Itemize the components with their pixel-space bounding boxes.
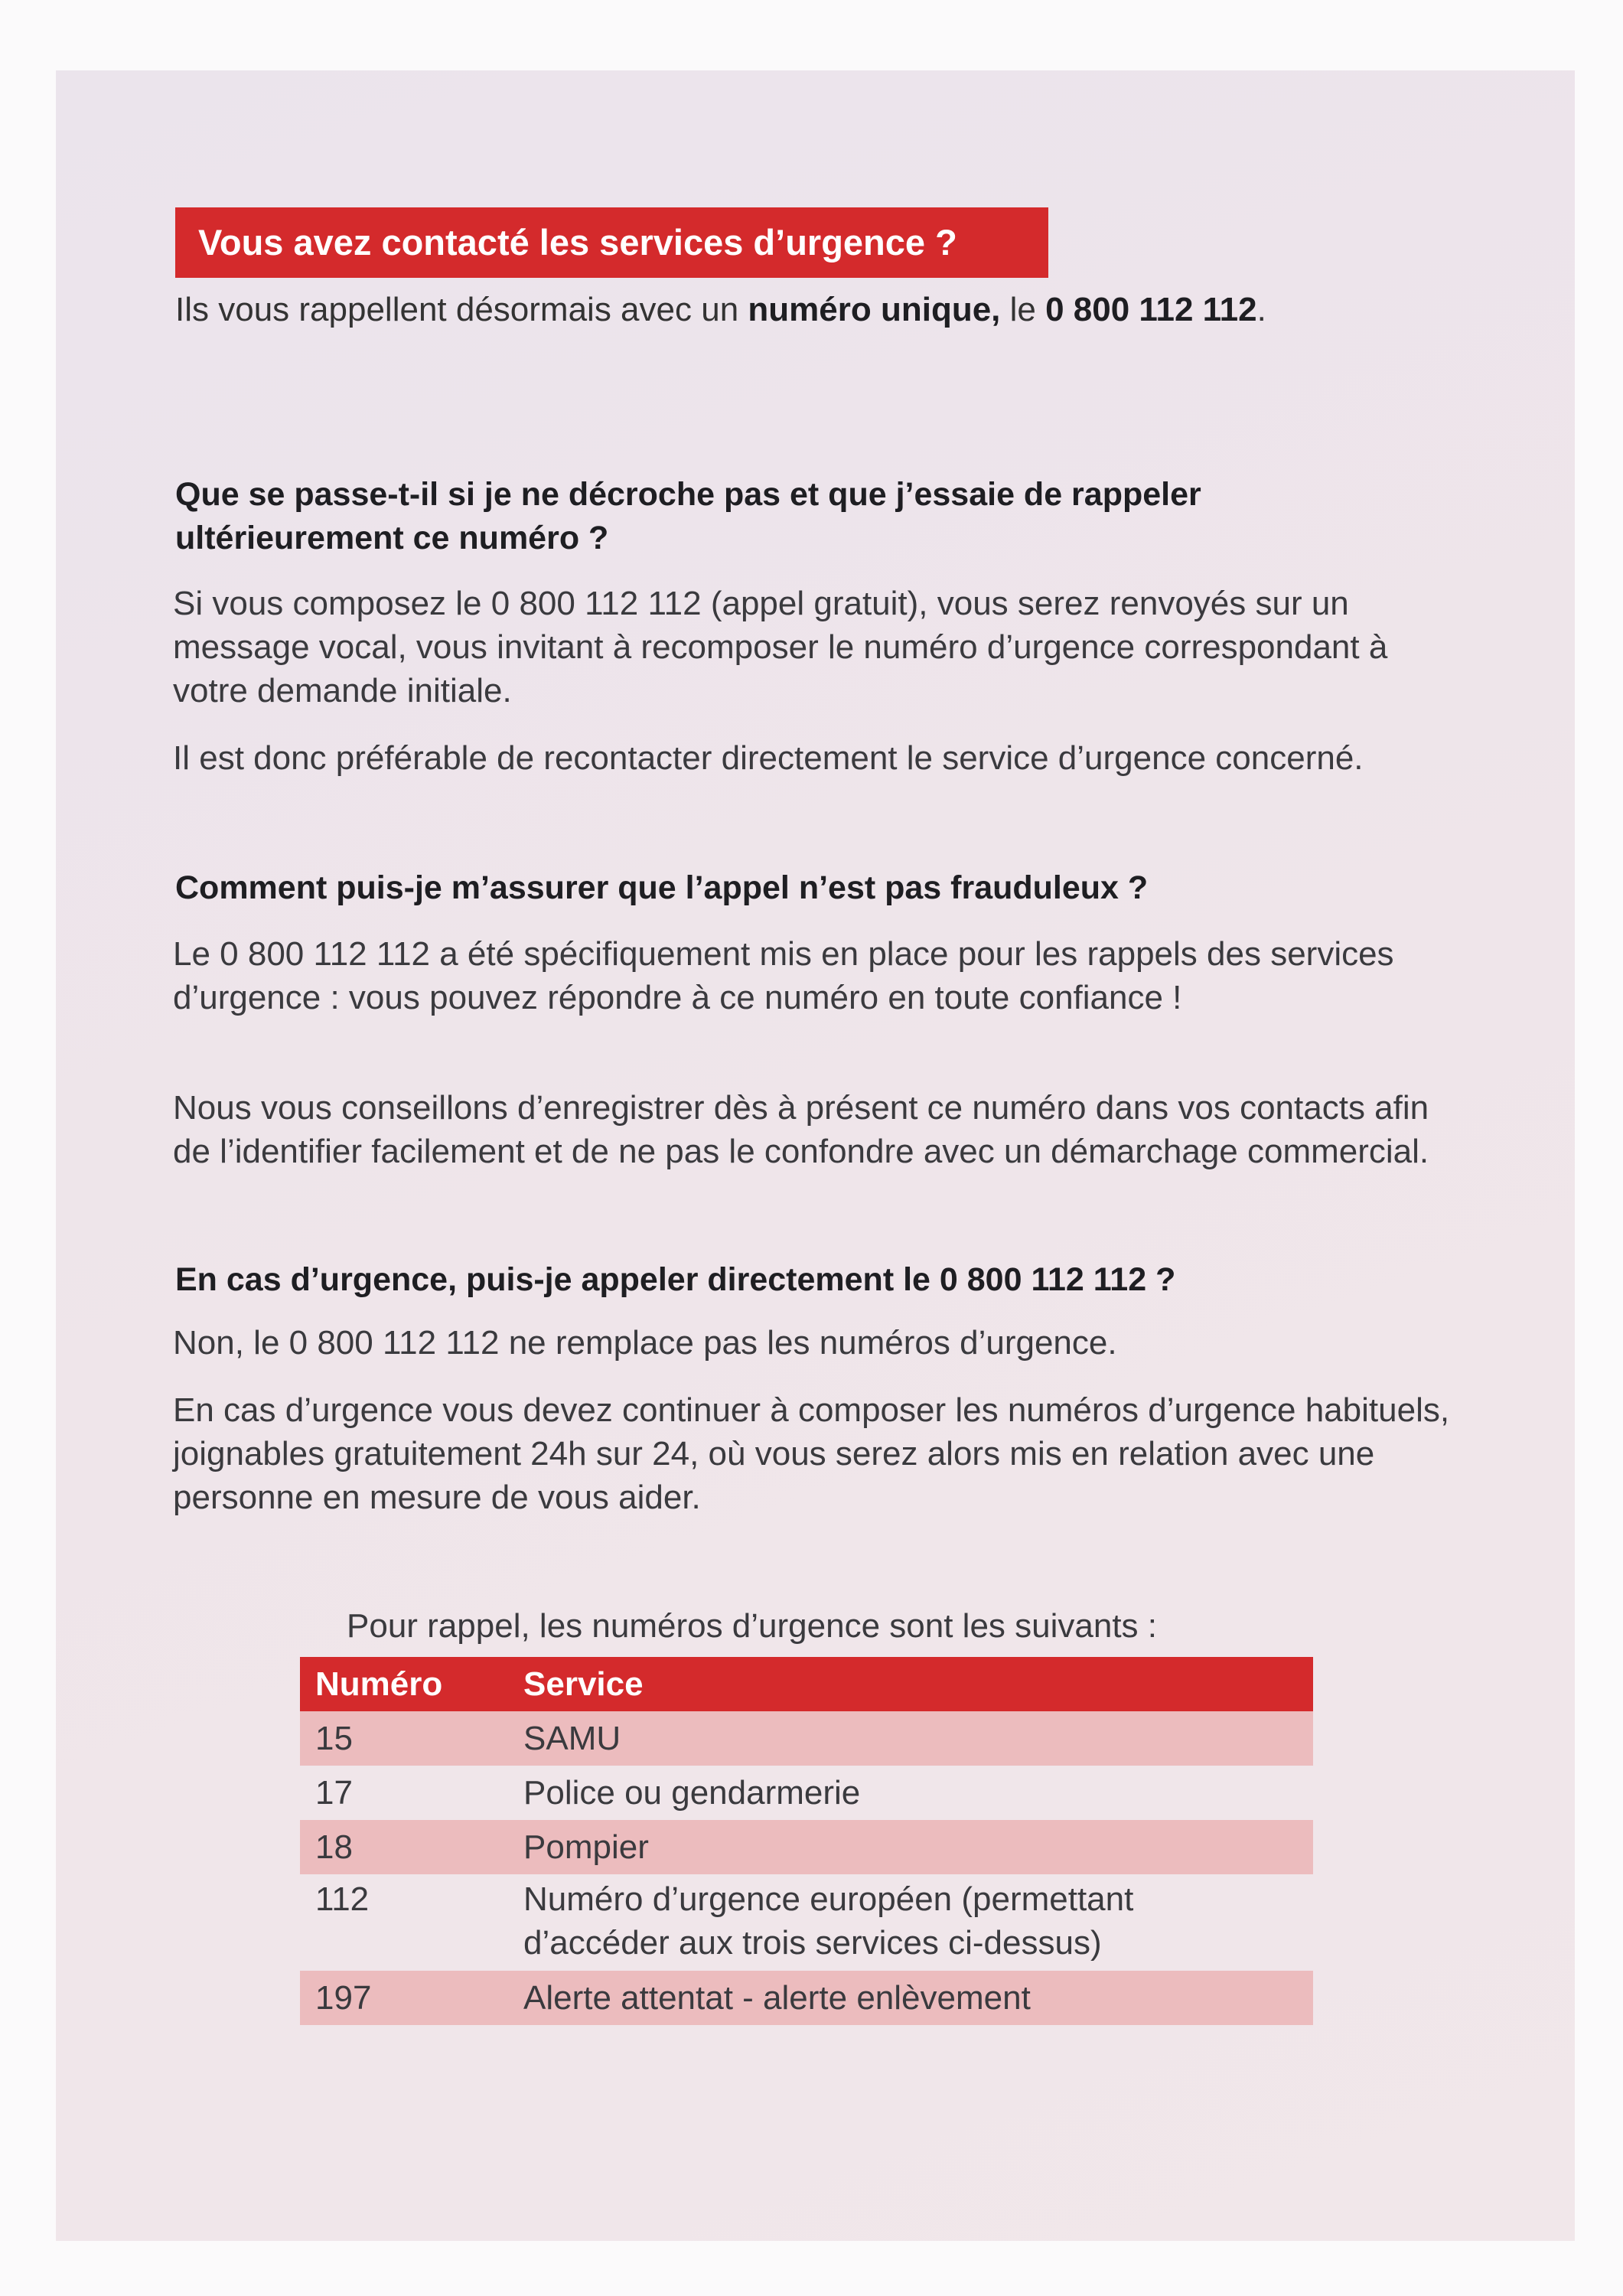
cell-number: 18 bbox=[300, 1820, 523, 1874]
cell-number: 17 bbox=[315, 1774, 353, 1812]
table-caption: Pour rappel, les numéros d’urgence sont … bbox=[347, 1607, 1158, 1645]
column-header-numero: Numéro bbox=[300, 1657, 523, 1711]
cell-number: 197 bbox=[300, 1971, 523, 2025]
table-header-row: Numéro Service bbox=[300, 1657, 1313, 1711]
section-banner-title: Vous avez contacté les services d’urgenc… bbox=[175, 207, 1048, 278]
question-heading: Que se passe-t-il si je ne décroche pas … bbox=[175, 476, 1201, 556]
cell-service: Alerte attentat - alerte enlèvement bbox=[523, 1971, 1313, 2025]
cell-service: Numéro d’urgence européen (permettant d’… bbox=[523, 1880, 1134, 1962]
intro-bold-unique: numéro unique, bbox=[748, 291, 1001, 328]
cell-service: Police ou gendarmerie bbox=[523, 1774, 861, 1812]
intro-middle: le bbox=[1000, 291, 1046, 328]
intro-prefix: Ils vous rappellent désormais avec un bbox=[175, 291, 748, 328]
emergency-numbers-table: Numéro Service 15 SAMU 17 Police ou gend… bbox=[300, 1657, 1313, 2025]
column-header-service: Service bbox=[523, 1657, 1313, 1711]
paragraph: Le 0 800 112 112 a été spécifiquement mi… bbox=[173, 935, 1394, 1016]
table-row: 197 Alerte attentat - alerte enlèvement bbox=[300, 1971, 1313, 2025]
question-heading: Comment puis-je m’assurer que l’appel n’… bbox=[175, 869, 1149, 906]
table-row: 17 Police ou gendarmerie bbox=[300, 1766, 1313, 1820]
paragraph: Si vous composez le 0 800 112 112 (appel… bbox=[173, 585, 1388, 709]
cell-number: 15 bbox=[300, 1711, 523, 1766]
document-page bbox=[56, 70, 1575, 2241]
paragraph: Non, le 0 800 112 112 ne remplace pas le… bbox=[173, 1324, 1117, 1362]
paragraph: En cas d’urgence vous devez continuer à … bbox=[173, 1391, 1450, 1516]
intro-phone-number: 0 800 112 112 bbox=[1045, 291, 1257, 328]
cell-service: Pompier bbox=[523, 1820, 1313, 1874]
cell-service: SAMU bbox=[523, 1711, 1313, 1766]
cell-number: 112 bbox=[315, 1880, 370, 1918]
paragraph: Nous vous conseillons d’enregistrer dès … bbox=[173, 1089, 1429, 1170]
table-row: 18 Pompier bbox=[300, 1820, 1313, 1874]
table-row: 15 SAMU bbox=[300, 1711, 1313, 1766]
intro-suffix: . bbox=[1256, 291, 1266, 328]
intro-text: Ils vous rappellent désormais avec un nu… bbox=[175, 287, 1266, 333]
question-heading: En cas d’urgence, puis-je appeler direct… bbox=[175, 1261, 1176, 1298]
paragraph: Il est donc préférable de recontacter di… bbox=[173, 739, 1364, 777]
table-row: 112 Numéro d’urgence européen (permettan… bbox=[300, 1874, 1313, 1971]
